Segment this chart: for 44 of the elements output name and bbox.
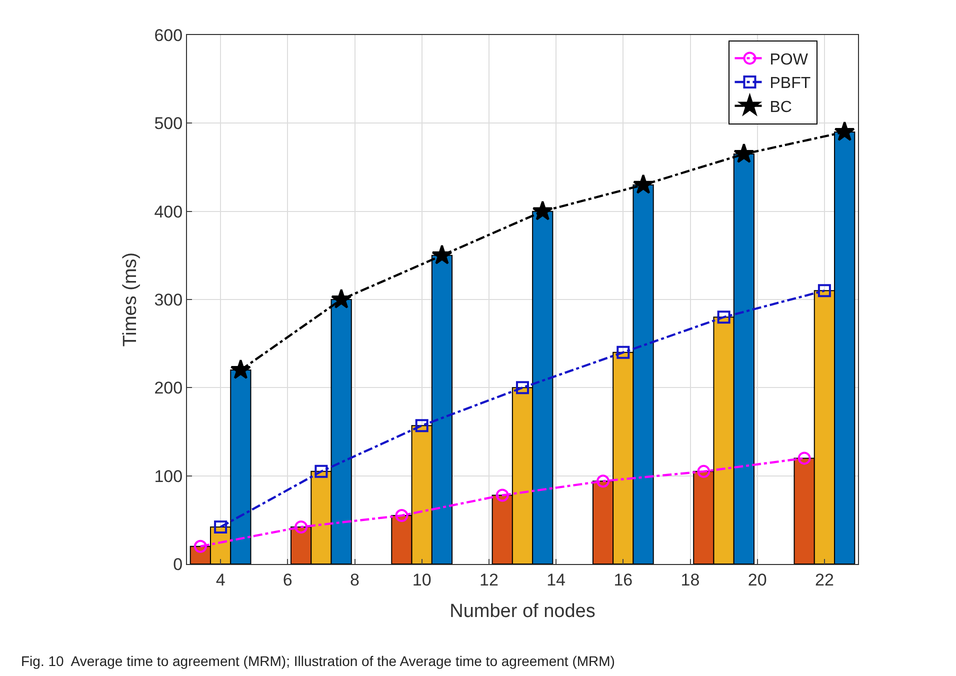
legend-label: PBFT [770, 75, 811, 92]
point [532, 200, 553, 220]
point [616, 346, 630, 359]
legend-label: BC [770, 99, 792, 116]
point [432, 244, 452, 264]
point [314, 464, 328, 478]
y-tick-label: 300 [154, 290, 183, 310]
x-tick-label: 22 [814, 570, 834, 590]
y-tick-label: 0 [173, 554, 183, 574]
caption: Fig. 10 Average time to agreement (MRM); Illustration of the Average time to agreement (MRM) [21, 653, 615, 669]
point [697, 464, 710, 478]
legend-label: POW [770, 51, 809, 68]
point [194, 540, 207, 553]
x-tick-label: 12 [479, 570, 498, 590]
point [734, 143, 754, 163]
point [632, 174, 654, 194]
point [395, 509, 408, 522]
y-tick-label: 400 [154, 202, 183, 222]
point [717, 310, 730, 324]
x-tick-label: 16 [614, 570, 633, 590]
x-tick-label: 20 [748, 570, 767, 590]
point [818, 284, 831, 298]
x-tick-label: 10 [412, 570, 432, 590]
point [516, 381, 529, 394]
y-tick-label: 600 [154, 26, 183, 45]
x-axis-title: Number of nodes [450, 601, 596, 622]
x-tick-label: 6 [282, 570, 292, 590]
point [596, 474, 610, 488]
x-tick-label: 8 [350, 570, 360, 590]
x-tick-label: 4 [216, 570, 226, 590]
point [331, 288, 352, 308]
y-tick-label: 200 [154, 378, 183, 398]
point [496, 488, 509, 502]
point [798, 452, 811, 465]
y-tick-label: 500 [154, 114, 183, 134]
x-tick-label: 14 [546, 570, 566, 590]
point [214, 520, 228, 534]
point [834, 121, 855, 141]
y-tick-label: 100 [154, 466, 183, 486]
point [294, 520, 308, 534]
y-axis-title: Times (ms) [120, 252, 142, 347]
point [230, 359, 251, 379]
point [415, 419, 428, 432]
x-tick-label: 18 [680, 570, 700, 590]
